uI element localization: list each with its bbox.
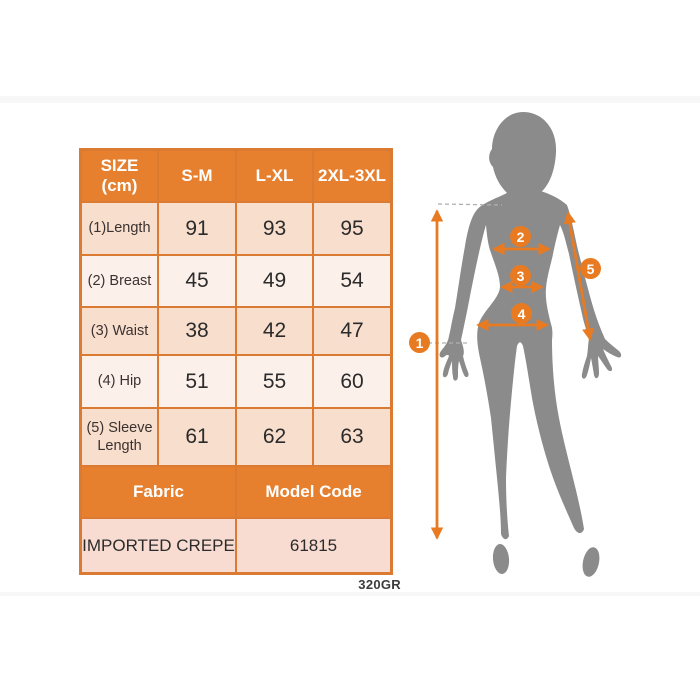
col-header-l-xl: L-XL <box>237 151 312 201</box>
marker-2-breast: 2 <box>510 226 531 247</box>
value-breast-lxl: 49 <box>237 256 312 306</box>
model-code-value: 61815 <box>237 519 390 572</box>
silhouette-head <box>489 112 557 200</box>
marker-5-sleeve: 5 <box>580 258 601 279</box>
fabric-value: IMPORTED CREPE <box>82 519 235 572</box>
marker-1-length: 1 <box>409 332 430 353</box>
silhouette-left-foot <box>492 544 510 574</box>
silhouette-body <box>439 190 622 540</box>
value-hip-sm: 51 <box>159 356 235 407</box>
value-waist-sm: 38 <box>159 308 235 354</box>
size-table-corner-header: SIZE (cm) <box>82 151 157 201</box>
row-label-hip: (4) Hip <box>82 356 157 407</box>
marker-3-waist: 3 <box>510 265 531 286</box>
fabric-header: Fabric <box>82 467 235 517</box>
background-artifact-band-top <box>0 96 700 103</box>
col-header-s-m: S-M <box>159 151 235 201</box>
value-sleeve-lxl: 62 <box>237 409 312 465</box>
value-sleeve-sm: 61 <box>159 409 235 465</box>
marker-4-hip: 4 <box>511 303 532 324</box>
value-sleeve-2xl3xl: 63 <box>314 409 390 465</box>
value-breast-2xl3xl: 54 <box>314 256 390 306</box>
value-hip-2xl3xl: 60 <box>314 356 390 407</box>
row-label-length: (1)Length <box>82 203 157 254</box>
row-label-waist: (3) Waist <box>82 308 157 354</box>
value-waist-2xl3xl: 47 <box>314 308 390 354</box>
female-silhouette <box>439 112 622 577</box>
weight-note: 320GR <box>358 577 401 592</box>
value-waist-lxl: 42 <box>237 308 312 354</box>
row-label-breast: (2) Breast <box>82 256 157 306</box>
col-header-2xl-3xl: 2XL-3XL <box>314 151 390 201</box>
value-hip-lxl: 55 <box>237 356 312 407</box>
silhouette-right-foot <box>582 547 600 577</box>
size-table: SIZE (cm) S-M L-XL 2XL-3XL (1)Length 91 … <box>79 148 393 575</box>
sleeve-arrow <box>563 211 595 341</box>
model-code-header: Model Code <box>237 467 390 517</box>
value-length-2xl3xl: 95 <box>314 203 390 254</box>
background-artifact-band-bottom <box>0 592 700 596</box>
row-label-sleeve-length: (5) Sleeve Length <box>82 409 157 465</box>
shoulder-guide-line <box>437 203 503 206</box>
value-length-lxl: 93 <box>237 203 312 254</box>
value-length-sm: 91 <box>159 203 235 254</box>
value-breast-sm: 45 <box>159 256 235 306</box>
